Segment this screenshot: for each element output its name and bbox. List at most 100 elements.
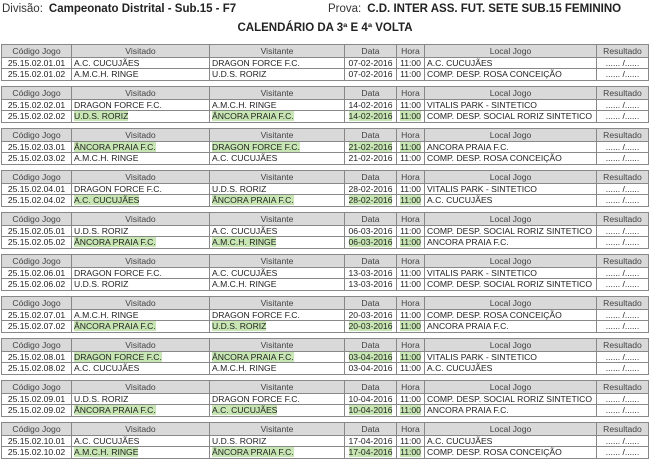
- column-header: Data: [344, 296, 397, 310]
- table-row: 25.15.02.09.02 ÂNCORA PRAIA F.C. A.C. CUCU…: [1, 404, 649, 417]
- game-code: 25.15.02.06.02: [7, 279, 66, 290]
- round-table: Código Jogo Visitado Visitante Data Hora Loca…: [1, 254, 649, 291]
- home-team-cell: A.M.C.H. RINGE: [71, 308, 210, 321]
- home-team-cell: DRAGON FORCE F.C.: [71, 98, 210, 111]
- table-row: 25.15.02.02.01 DRAGON FORCE F.C. A.M.C.H. …: [1, 98, 649, 111]
- game-code: 25.15.02.04.01: [7, 183, 66, 194]
- result-cell: ...... /......: [596, 236, 649, 249]
- column-header: Local Jogo: [424, 380, 597, 394]
- result-cell: ...... /......: [596, 320, 649, 333]
- game-code: 25.15.02.05.01: [7, 225, 66, 236]
- home-team: A.C. CUCUJÃES: [74, 363, 140, 374]
- home-team-cell: U.D.S. RORIZ: [71, 110, 210, 123]
- table-row: 25.15.02.10.01 A.C. CUCUJÃES U.D.S. RORIZ 1…: [1, 434, 649, 447]
- date-cell: 07-02-2016: [344, 56, 397, 69]
- away-team-cell: U.D.S. RORIZ: [209, 182, 345, 195]
- column-header: Data: [344, 86, 397, 100]
- date-cell: 03-04-2016: [344, 362, 397, 375]
- division-label: Divisão:: [2, 3, 43, 15]
- column-header: Código Jogo: [1, 128, 72, 142]
- column-header: Hora: [396, 86, 425, 100]
- result: ...... /......: [605, 267, 640, 278]
- column-header: Visitado: [71, 296, 210, 310]
- game-code: 25.15.02.09.02: [7, 405, 66, 416]
- result-cell: ...... /......: [596, 194, 649, 207]
- date-cell: 20-03-2016: [344, 320, 397, 333]
- home-team: A.C. CUCUJÃES: [74, 57, 140, 68]
- venue: ANCORA PRAIA F.C.: [427, 237, 509, 248]
- time-cell: 11:00: [396, 404, 425, 417]
- column-header: Local Jogo: [424, 128, 597, 142]
- game-code-cell: 25.15.02.03.02: [1, 152, 72, 165]
- header-row: Código Jogo Visitado Visitante Data Hora Loca…: [1, 44, 649, 58]
- table-row: 25.15.02.10.02 A.M.C.H. RINGE ÂNCORA PRAIA…: [1, 446, 649, 459]
- time: 11:00: [400, 447, 421, 458]
- home-team: ÂNCORA PRAIA F.C.: [74, 405, 156, 416]
- column-header: Data: [344, 170, 397, 184]
- home-team: U.D.S. RORIZ: [74, 111, 129, 122]
- column-header: Código Jogo: [1, 380, 72, 394]
- away-team: A.M.C.H. RINGE: [212, 237, 277, 248]
- away-team-cell: DRAGON FORCE F.C.: [209, 140, 345, 153]
- venue-cell: VITALIS PARK - SINTETICO: [424, 266, 597, 279]
- away-team-cell: DRAGON FORCE F.C.: [209, 308, 345, 321]
- venue-cell: ANCORA PRAIA F.C.: [424, 140, 597, 153]
- home-team-cell: A.C. CUCUJÃES: [71, 194, 210, 207]
- result-cell: ...... /......: [596, 224, 649, 237]
- venue: A.C. CUCUJÃES: [427, 195, 493, 206]
- round-table: Código Jogo Visitado Visitante Data Hora Loca…: [1, 86, 649, 123]
- game-code: 25.15.02.09.01: [7, 393, 66, 404]
- table-row: 25.15.02.03.02 A.M.C.H. RINGE A.C. CUCUJÃE…: [1, 152, 649, 165]
- date-cell: 20-03-2016: [344, 308, 397, 321]
- away-team-cell: A.M.C.H. RINGE: [209, 98, 345, 111]
- time: 11:00: [400, 111, 421, 122]
- time-cell: 11:00: [396, 224, 425, 237]
- result: ...... /......: [605, 141, 640, 152]
- column-header: Local Jogo: [424, 338, 597, 352]
- venue-cell: COMP. DESP. SOCIAL RORIZ SINTETICO: [424, 110, 597, 123]
- column-header: Resultado: [596, 212, 649, 226]
- time-cell: 11:00: [396, 182, 425, 195]
- home-team-cell: ÂNCORA PRAIA F.C.: [71, 236, 210, 249]
- time: 11:00: [400, 99, 421, 110]
- column-header: Código Jogo: [1, 44, 72, 58]
- header-row: Código Jogo Visitado Visitante Data Hora Loca…: [1, 254, 649, 268]
- table-row: 25.15.02.09.01 U.D.S. RORIZ DRAGON FORCE F…: [1, 392, 649, 405]
- game-code: 25.15.02.02.01: [7, 99, 66, 110]
- time: 11:00: [400, 267, 421, 278]
- date: 10-04-2016: [348, 405, 393, 416]
- date-cell: 03-04-2016: [344, 350, 397, 363]
- away-team-cell: ÂNCORA PRAIA F.C.: [209, 194, 345, 207]
- time-cell: 11:00: [396, 266, 425, 279]
- venue-cell: COMP. DESP. SOCIAL RORIZ SINTETICO: [424, 392, 597, 405]
- result-cell: ...... /......: [596, 404, 649, 417]
- date-cell: 10-04-2016: [344, 404, 397, 417]
- game-code-cell: 25.15.02.09.01: [1, 392, 72, 405]
- venue: ANCORA PRAIA F.C.: [427, 321, 509, 332]
- result: ...... /......: [605, 111, 640, 122]
- home-team-cell: DRAGON FORCE F.C.: [71, 350, 210, 363]
- time-cell: 11:00: [396, 446, 425, 459]
- page-title: CALENDÁRIO DA 3ª E 4ª VOLTA: [237, 22, 413, 34]
- column-header: Data: [344, 44, 397, 58]
- column-header: Código Jogo: [1, 422, 72, 436]
- column-header: Resultado: [596, 170, 649, 184]
- game-code-cell: 25.15.02.05.01: [1, 224, 72, 237]
- time-cell: 11:00: [396, 278, 425, 291]
- result: ...... /......: [605, 351, 640, 362]
- venue-cell: COMP. DESP. ROSA CONCEIÇÃO: [424, 68, 597, 81]
- column-header: Local Jogo: [424, 254, 597, 268]
- game-code-cell: 25.15.02.04.02: [1, 194, 72, 207]
- header-row: Código Jogo Visitado Visitante Data Hora Loca…: [1, 296, 649, 310]
- date: 17-04-2016: [348, 447, 393, 458]
- venue-cell: COMP. DESP. SOCIAL RORIZ SINTETICO: [424, 224, 597, 237]
- schedule: Código Jogo Visitado Visitante Data Hora Loca…: [1, 44, 649, 464]
- result: ...... /......: [605, 69, 640, 80]
- column-header: Hora: [396, 296, 425, 310]
- column-header: Código Jogo: [1, 254, 72, 268]
- column-header: Resultado: [596, 128, 649, 142]
- prova-label: Prova:: [328, 3, 362, 15]
- column-header: Visitado: [71, 44, 210, 58]
- game-code: 25.15.02.08.02: [7, 363, 66, 374]
- table-row: 25.15.02.04.02 A.C. CUCUJÃES ÂNCORA PRAIA …: [1, 194, 649, 207]
